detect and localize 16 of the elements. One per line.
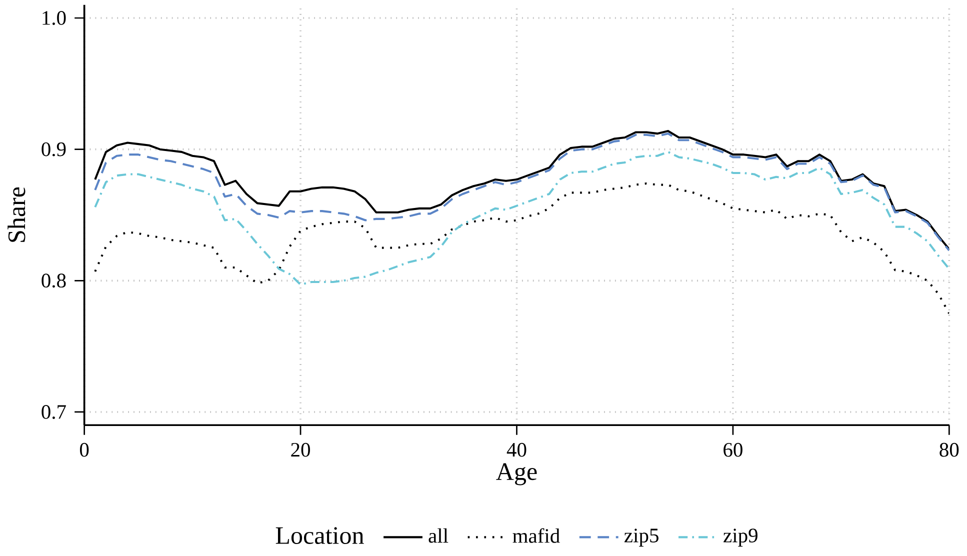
x-tick-label: 20 xyxy=(291,442,310,457)
legend-label: zip9 xyxy=(724,528,758,546)
legend-label: zip5 xyxy=(624,528,658,546)
y-tick-label: 0.9 xyxy=(42,142,66,156)
y-tick-label: 0.8 xyxy=(42,274,66,288)
y-axis-title: Share xyxy=(8,187,26,242)
y-tick-label: 1.0 xyxy=(42,10,66,25)
legend-label: mafid xyxy=(512,528,560,543)
x-tick-label: 0 xyxy=(80,442,89,457)
x-tick-label: 80 xyxy=(940,442,959,457)
legend-title: Location xyxy=(276,527,364,544)
x-tick-label: 40 xyxy=(506,442,526,457)
x-axis-title: Age xyxy=(496,463,537,486)
legend-label: all xyxy=(428,528,448,543)
y-tick-label: 0.7 xyxy=(42,404,66,419)
x-tick-label: 60 xyxy=(724,442,742,457)
